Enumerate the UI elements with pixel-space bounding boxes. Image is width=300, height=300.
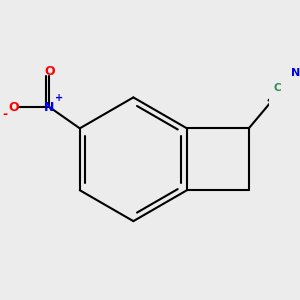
Text: -: - [2,108,8,121]
Text: N: N [291,68,300,78]
Text: +: + [55,93,63,103]
Text: O: O [44,65,55,78]
Text: C: C [274,83,281,93]
Text: N: N [44,100,55,114]
Text: O: O [9,100,20,114]
